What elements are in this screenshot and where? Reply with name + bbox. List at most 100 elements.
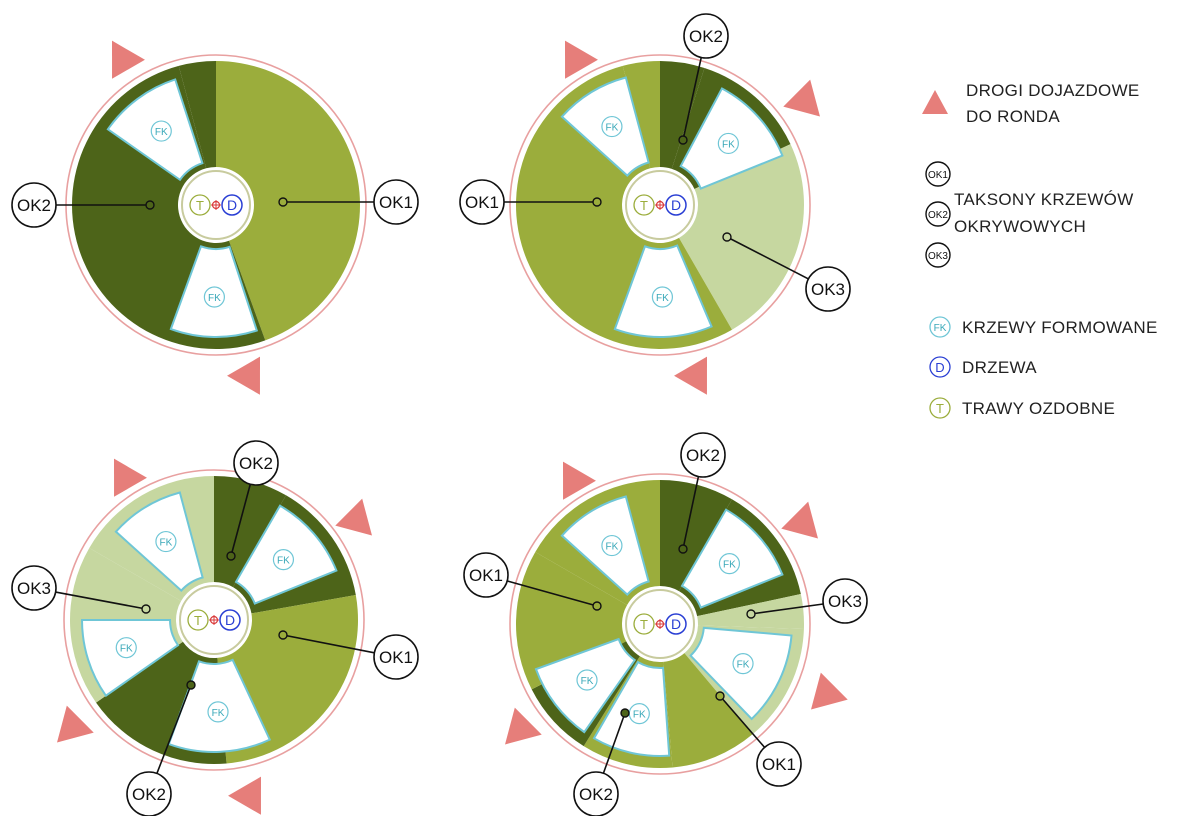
fk-symbol-icon <box>272 549 295 571</box>
legend-ok2-symbol: OK2 <box>925 201 951 227</box>
taxon-label-ok2 <box>683 13 729 59</box>
label-anchor-dot <box>141 604 151 614</box>
label-anchor-dot <box>278 197 288 207</box>
planting-sector-ok1 <box>622 61 660 169</box>
approach-road-triangle-icon <box>505 707 542 745</box>
tree-icon <box>221 194 243 216</box>
fk-symbol-text: FK <box>656 293 669 304</box>
approach-road-triangle-icon <box>674 356 707 395</box>
ornamental-grass-icon <box>189 194 211 216</box>
label-anchor-dot <box>620 708 630 718</box>
fk-symbol-icon <box>207 701 229 723</box>
legend-ok2-text: OK2 <box>928 210 948 221</box>
taxon-label-text: OK1 <box>762 755 796 774</box>
planting-sector-ok1 <box>663 653 753 768</box>
approach-road-triangle-icon <box>335 498 372 536</box>
approach-road-triangle-icon <box>57 705 94 743</box>
label-anchor-dot <box>678 135 688 145</box>
fk-symbol-icon <box>601 115 623 138</box>
roundabout-outer-ring <box>509 54 811 356</box>
fk-symbol-text: FK <box>606 123 619 134</box>
fk-symbol-icon <box>651 286 674 308</box>
approach-road-triangle-icon <box>783 79 820 117</box>
fk-symbol-text: FK <box>723 560 736 571</box>
fk-symbol-icon <box>115 637 137 659</box>
label-anchor-dot <box>592 601 602 611</box>
tree-icon <box>665 194 687 216</box>
taxon-label-text: OK2 <box>132 785 166 804</box>
fk-symbol-text: FK <box>722 139 735 150</box>
label-anchor-dot <box>145 200 155 210</box>
taxon-label-text: OK1 <box>379 193 413 212</box>
taxon-label-ok1 <box>756 741 802 787</box>
legend-ok1-symbol: OK1 <box>925 161 951 187</box>
fk-symbol-icon <box>155 530 177 553</box>
label-leader-line <box>602 712 626 774</box>
planting-sector-ok2 <box>660 480 732 592</box>
label-anchor-dot <box>715 691 725 701</box>
roundabout-outer-ring <box>63 469 365 771</box>
ornamental-grass-icon <box>633 613 655 635</box>
legend-d-text: D <box>935 360 944 375</box>
roundabout-bottom-right: FK FK FK FK FK T D OK1 OK2 OK3 OK1 OK2 <box>463 432 868 816</box>
fk-symbol-text: FK <box>737 660 750 671</box>
legend-ok3-text: OK3 <box>928 251 948 262</box>
legend-taxa-line1: TAKSONY KRZEWÓW <box>954 190 1134 209</box>
label-leader-line <box>750 603 824 615</box>
label-leader-line <box>682 57 703 141</box>
legend-road-triangle-icon <box>922 90 948 114</box>
fk-symbol-icon <box>601 534 623 557</box>
roundabout-top-right: FK FK FK T D OK1 OK2 OK3 <box>459 13 851 395</box>
taxon-label-ok1 <box>373 634 419 680</box>
approach-road-triangle-icon <box>114 458 147 497</box>
taxon-label-text: OK2 <box>689 27 723 46</box>
fk-symbol-text: FK <box>155 127 168 138</box>
roundabout-top-left: FK FK T D OK1 OK2 <box>11 40 419 395</box>
approach-road-triangle-icon <box>112 40 145 79</box>
fk-symbol-icon <box>150 120 172 142</box>
fk-symbol-text: FK <box>606 542 619 553</box>
taxon-label-text: OK2 <box>686 446 720 465</box>
taxon-label-ok2 <box>11 182 57 228</box>
legend-d-label: DRZEWA <box>962 358 1037 377</box>
fk-symbol-text: FK <box>633 710 646 721</box>
taxon-label-ok2 <box>126 771 172 816</box>
fk-sector <box>80 619 180 698</box>
label-anchor-dot <box>592 197 602 207</box>
label-anchor-dot <box>746 609 756 619</box>
taxon-label-text: OK2 <box>17 196 51 215</box>
taxon-label-text: OK3 <box>17 579 51 598</box>
taxon-label-text: OK2 <box>239 454 273 473</box>
grass-symbol-text: T <box>640 198 648 213</box>
label-anchor-dot <box>186 680 196 690</box>
tree-symbol-text: D <box>671 197 681 213</box>
approach-road-triangle-icon <box>565 40 598 79</box>
fk-symbol-icon <box>203 286 225 308</box>
taxon-label-text: OK1 <box>379 648 413 667</box>
fk-symbol-icon <box>717 132 739 155</box>
label-leader-line <box>719 695 766 748</box>
fk-symbol-text: FK <box>160 538 173 549</box>
taxon-label-text: OK1 <box>465 193 499 212</box>
grass-symbol-text: T <box>194 613 202 628</box>
legend-fk-label: KRZEWY FORMOWANE <box>962 318 1158 337</box>
taxon-label-ok2 <box>233 440 279 486</box>
legend-fk-symbol: FK <box>929 316 951 338</box>
legend-taxa-line2: OKRYWOWYCH <box>954 217 1086 236</box>
label-anchor-dot <box>678 544 688 554</box>
fk-symbol-text: FK <box>277 556 290 567</box>
planting-sector-ok1 <box>216 61 360 341</box>
legend-t-symbol: T <box>929 397 951 419</box>
taxon-label-ok3 <box>822 578 868 624</box>
ornamental-grass-icon <box>187 609 209 631</box>
approach-road-triangle-icon <box>563 461 596 500</box>
legend-ok3-symbol: OK3 <box>925 242 951 268</box>
fk-symbol-text: FK <box>120 644 133 655</box>
legend-d-symbol: D <box>929 356 951 378</box>
roundabout-outer-ring <box>509 473 811 775</box>
taxon-label-text: OK2 <box>579 785 613 804</box>
tree-icon <box>665 613 687 635</box>
fk-symbol-icon <box>718 553 741 575</box>
label-anchor-dot <box>722 232 732 242</box>
